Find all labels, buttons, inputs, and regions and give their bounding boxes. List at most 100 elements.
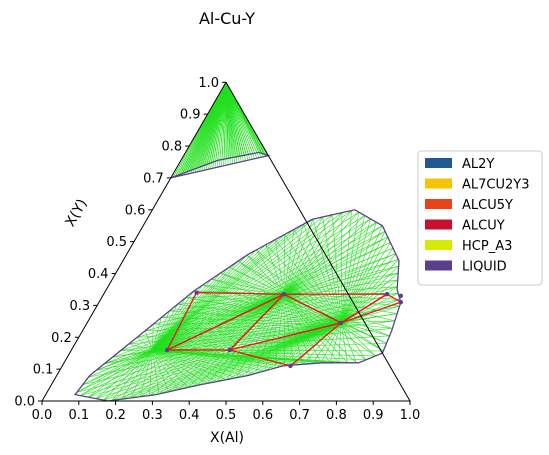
- phase-node: [384, 292, 390, 297]
- y-tick-label: 0.9: [180, 108, 201, 123]
- x-tick-label: 0.7: [289, 408, 310, 423]
- x-tick-label: 0.8: [326, 408, 347, 423]
- tie-line: [340, 212, 343, 323]
- tie-line: [311, 322, 342, 364]
- tie-line: [265, 244, 342, 324]
- tie-line: [152, 290, 195, 351]
- tie-line: [161, 293, 285, 318]
- tie-line: [152, 215, 365, 351]
- x-tick-label: 0.0: [32, 408, 53, 423]
- tie-line: [225, 82, 236, 164]
- tie-line: [226, 322, 342, 380]
- legend-swatch: [425, 260, 452, 271]
- tie-line: [152, 265, 399, 351]
- legend-label: ALCU5Y: [462, 198, 513, 213]
- liquid-boundaries: [73, 151, 402, 402]
- tie-line: [283, 218, 371, 295]
- tie-line: [225, 82, 251, 160]
- tie-line: [303, 224, 342, 324]
- tie-line: [340, 322, 348, 363]
- tie-line: [152, 249, 257, 351]
- y-tick-label: 0.8: [162, 140, 183, 155]
- tie-line: [128, 343, 153, 351]
- tie-line: [340, 231, 386, 324]
- tie-line: [283, 236, 388, 295]
- tie-line: [152, 278, 212, 351]
- tie-line: [225, 82, 262, 158]
- phase-nodes: [164, 290, 403, 369]
- tie-line: [283, 293, 400, 307]
- tie-line: [103, 349, 153, 401]
- tie-line: [76, 322, 342, 393]
- tie-line: [284, 234, 342, 324]
- tie-line: [136, 322, 342, 338]
- phase-node: [164, 347, 170, 353]
- tie-line: [225, 82, 264, 157]
- tie-line: [211, 278, 342, 324]
- tie-line: [225, 82, 244, 162]
- tie-line: [340, 218, 371, 324]
- tie-line: [193, 290, 342, 324]
- tie-line: [283, 242, 391, 295]
- y-tick-label: 0.1: [33, 363, 54, 378]
- tie-line: [152, 234, 285, 351]
- x-tick-label: 0.2: [105, 408, 126, 423]
- tie-line: [152, 349, 275, 369]
- tie-line: [245, 294, 285, 377]
- tie-line: [201, 82, 227, 171]
- tie-line: [340, 313, 398, 324]
- tie-line: [340, 236, 388, 324]
- tie-line: [205, 82, 227, 170]
- tie-line: [225, 82, 253, 160]
- tie-line: [312, 219, 342, 323]
- tie-line: [120, 293, 285, 351]
- legend-label: HCP_A3: [462, 239, 512, 254]
- tie-line: [88, 349, 153, 378]
- tie-line: [225, 82, 238, 163]
- tie-line: [152, 349, 208, 384]
- x-tick-label: 0.1: [68, 408, 89, 423]
- tie-line: [216, 322, 342, 382]
- chart-title: Al-Cu-Y: [199, 9, 255, 28]
- phase-node: [194, 290, 199, 295]
- tie-line: [82, 349, 153, 386]
- tie-line: [340, 253, 396, 324]
- tie-line: [76, 349, 153, 393]
- tie-line: [152, 349, 169, 392]
- tie-line: [140, 322, 342, 398]
- tie-line: [152, 239, 276, 351]
- y-tick-label: 0.4: [88, 267, 109, 282]
- tie-line: [152, 317, 162, 351]
- tie-line: [340, 247, 394, 324]
- tie-line: [152, 230, 386, 351]
- tie-line: [340, 322, 357, 363]
- tie-line: [340, 279, 398, 324]
- tie-line: [177, 304, 342, 324]
- tie-line: [293, 229, 342, 324]
- x-tick-label: 0.9: [363, 408, 384, 423]
- tie-line: [283, 225, 383, 295]
- tie-line: [152, 304, 178, 351]
- tie-line: [225, 82, 242, 162]
- tie-line: [152, 210, 352, 351]
- tie-line: [340, 215, 365, 323]
- phase-node: [288, 363, 293, 369]
- liquid-boundary: [170, 151, 271, 179]
- tie-line: [274, 322, 342, 369]
- tie-line: [283, 294, 331, 363]
- tie-line: [207, 82, 227, 170]
- tie-line: [340, 320, 395, 324]
- tie-line: [121, 349, 153, 400]
- x-axis-title: X(Al): [210, 430, 244, 446]
- tie-line: [112, 322, 342, 358]
- x-tick-label: 1.0: [400, 408, 421, 423]
- phase-node: [398, 300, 403, 305]
- x-tick-label: 0.5: [216, 408, 237, 423]
- tie-line: [149, 293, 285, 396]
- tie-line: [139, 349, 153, 397]
- tie-line: [283, 215, 365, 295]
- tie-line: [225, 82, 247, 161]
- tie-line: [283, 224, 304, 295]
- tie-line: [340, 210, 352, 323]
- tie-line: [340, 292, 399, 324]
